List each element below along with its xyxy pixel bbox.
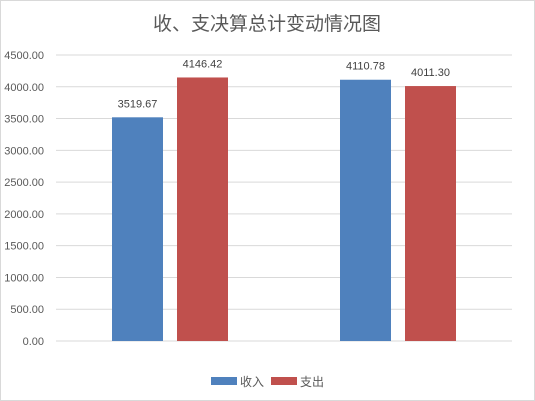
legend-swatch [211,377,237,385]
data-label: 4146.42 [183,58,223,70]
data-label: 4011.30 [411,67,450,79]
y-tick-label: 2500.00 [4,177,44,189]
y-tick-label: 2000.00 [4,209,44,221]
y-tick-label: 0.00 [23,336,44,348]
data-label: 3519.67 [118,98,158,110]
y-tick-label: 500.00 [10,304,44,316]
legend-swatch [271,377,297,385]
y-tick-label: 4000.00 [4,82,44,94]
legend-label: 支出 [300,375,324,389]
chart-title: 收、支决算总计变动情况图 [153,13,381,35]
data-label: 4110.78 [346,61,385,73]
y-tick-label: 1000.00 [4,272,44,284]
bar-expense [405,86,456,341]
y-tick-label: 3000.00 [4,145,44,157]
y-tick-label: 1500.00 [4,241,44,253]
bar-income [112,117,163,341]
bar-expense [177,77,228,341]
y-tick-label: 4500.00 [4,50,44,62]
bar-income [340,79,391,341]
legend-label: 收入 [240,375,264,389]
y-tick-label: 3500.00 [4,114,44,126]
